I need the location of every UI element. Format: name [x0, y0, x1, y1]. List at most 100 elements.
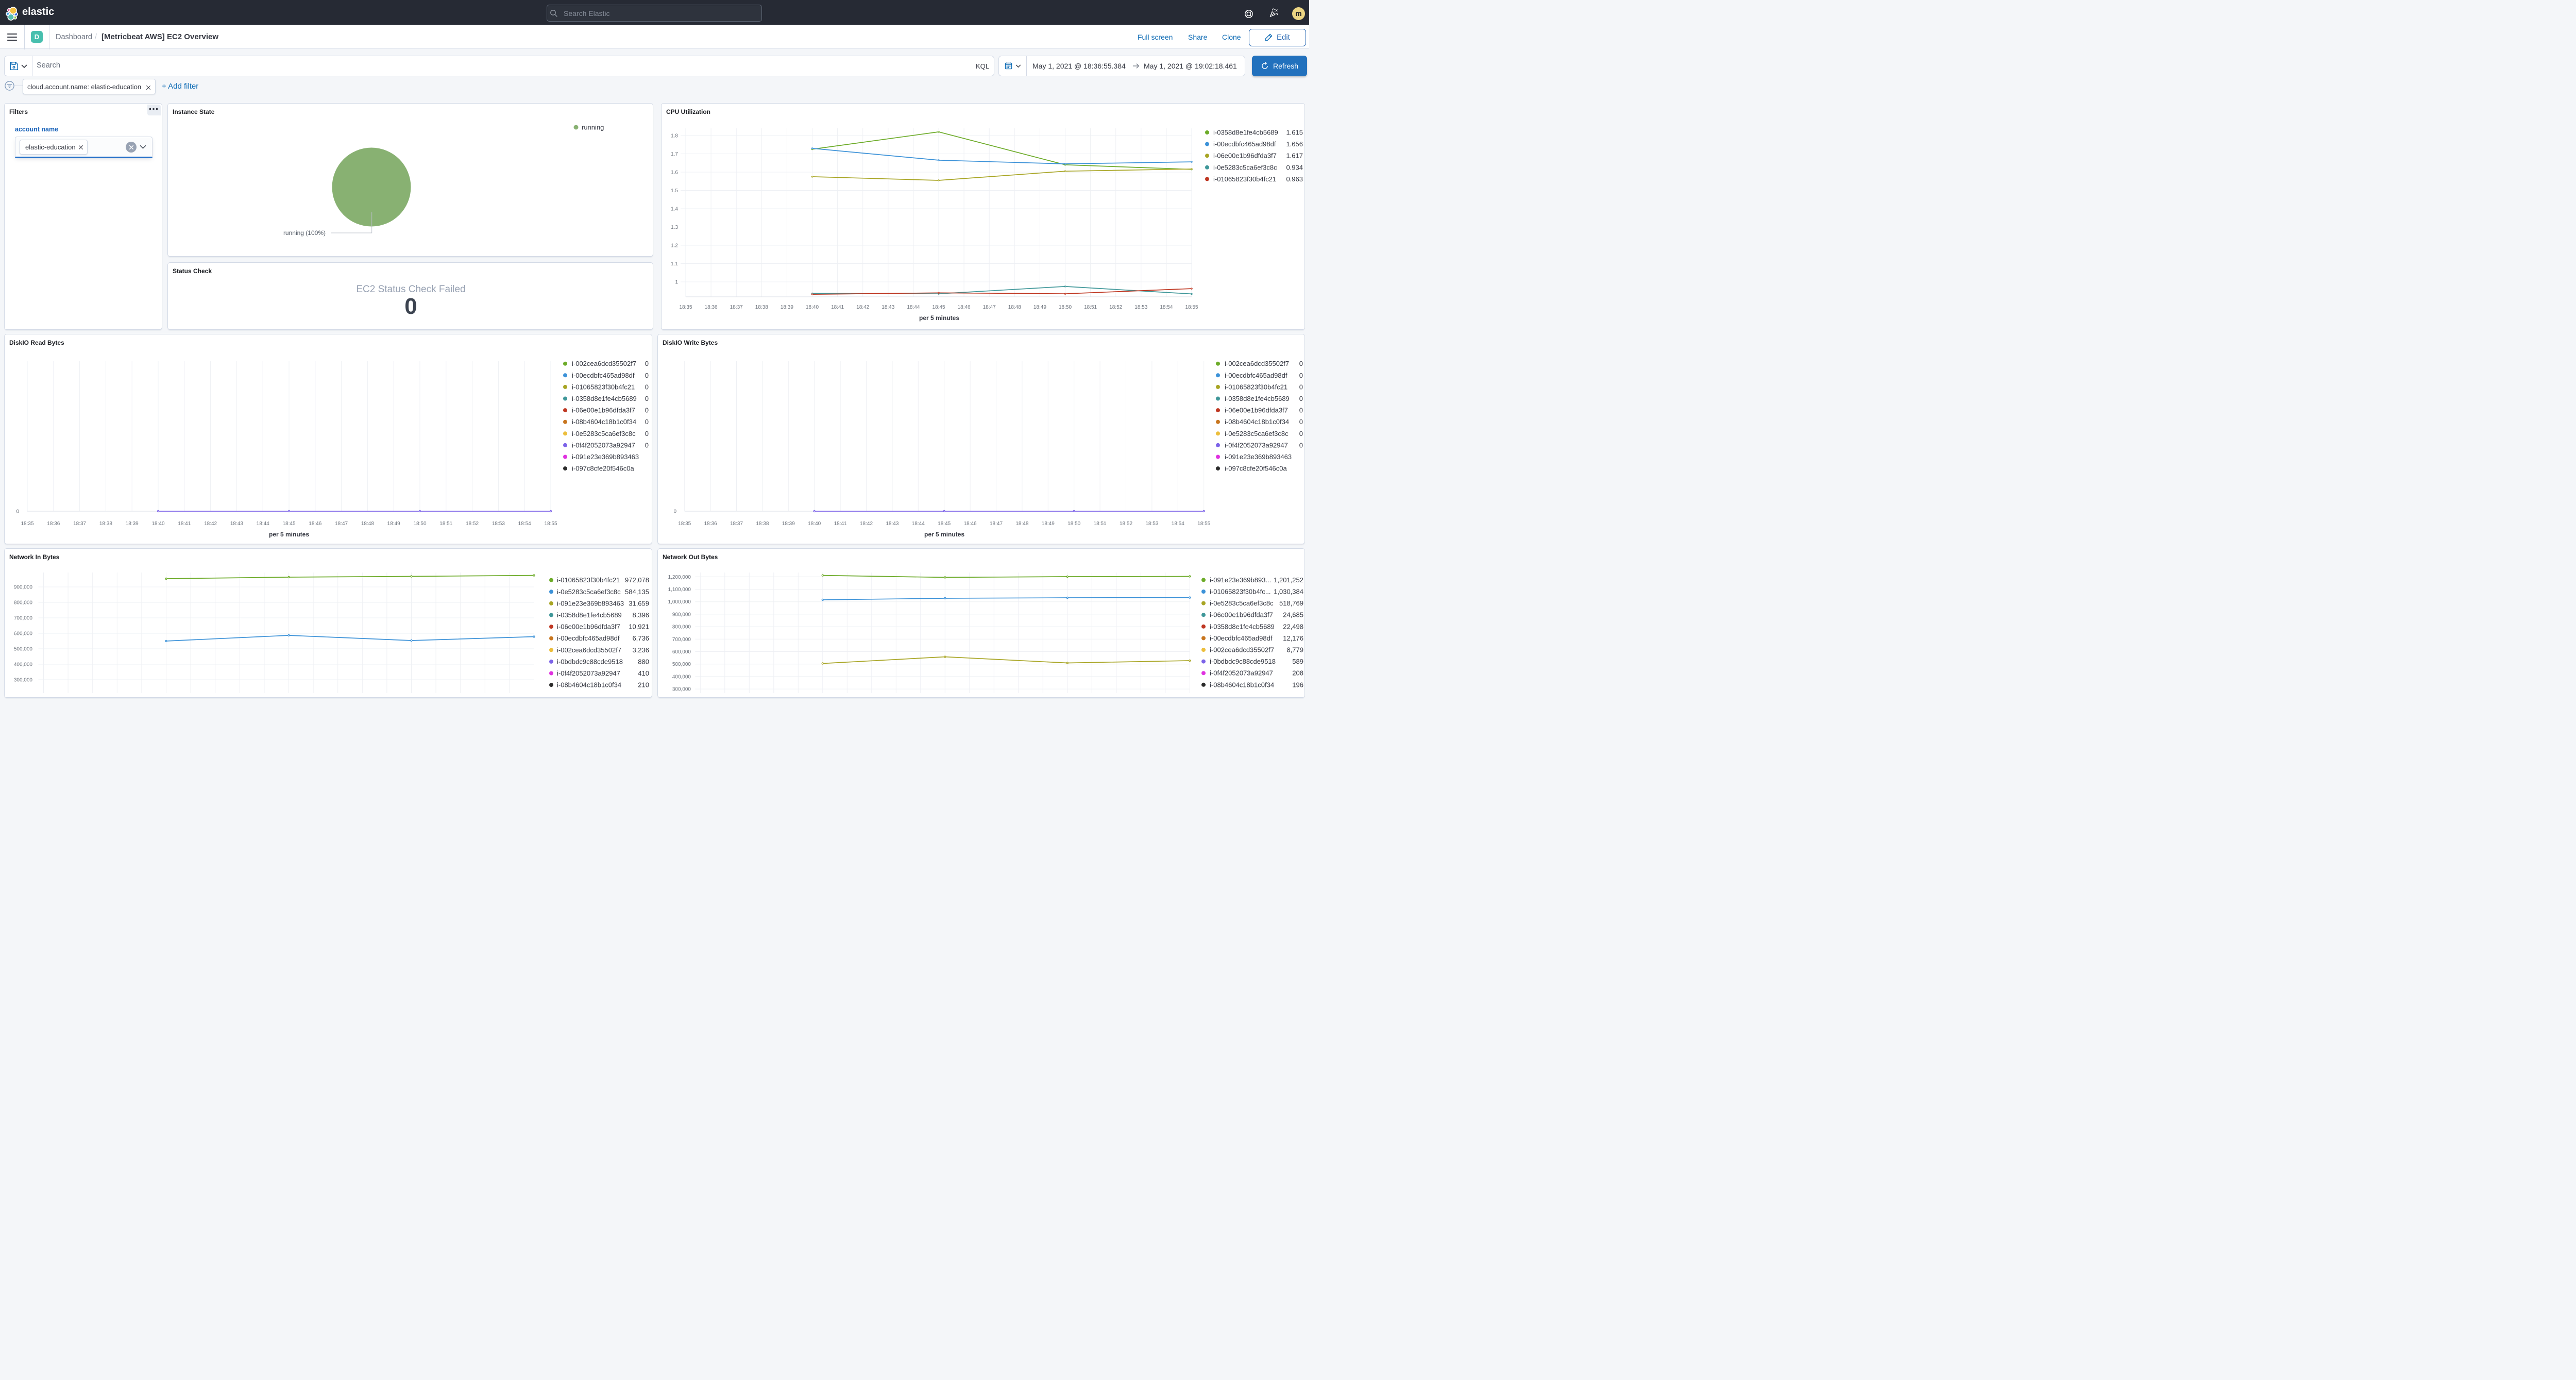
svg-text:i-002cea6dcd35502f7: i-002cea6dcd35502f7: [572, 360, 636, 367]
svg-text:18:49: 18:49: [1042, 521, 1055, 527]
svg-text:1.3: 1.3: [671, 225, 678, 230]
svg-text:i-0358d8e1fe4cb5689: i-0358d8e1fe4cb5689: [1210, 622, 1275, 630]
svg-text:0: 0: [645, 441, 649, 449]
svg-text:18:48: 18:48: [1015, 521, 1028, 527]
svg-text:18:38: 18:38: [756, 521, 769, 527]
svg-text:i-097c8cfe20f546c0a: i-097c8cfe20f546c0a: [572, 465, 634, 473]
svg-text:500,000: 500,000: [14, 647, 33, 652]
svg-text:i-08b4604c18b1c0f34: i-08b4604c18b1c0f34: [557, 681, 621, 689]
svg-text:0: 0: [1299, 430, 1303, 437]
svg-text:589: 589: [1292, 658, 1303, 665]
svg-text:18:43: 18:43: [882, 305, 894, 310]
svg-text:18:36: 18:36: [704, 521, 717, 527]
svg-text:i-002cea6dcd35502f7: i-002cea6dcd35502f7: [1210, 646, 1274, 654]
svg-text:600,000: 600,000: [672, 649, 691, 655]
svg-text:i-0358d8e1fe4cb5689: i-0358d8e1fe4cb5689: [557, 611, 622, 619]
svg-text:31,659: 31,659: [629, 599, 649, 607]
svg-text:18:39: 18:39: [782, 521, 795, 527]
svg-text:0: 0: [645, 407, 649, 414]
svg-text:0: 0: [1299, 441, 1303, 449]
svg-text:18:48: 18:48: [1008, 305, 1021, 310]
svg-text:0: 0: [1299, 383, 1303, 391]
svg-text:18:42: 18:42: [860, 521, 873, 527]
svg-text:3,236: 3,236: [632, 646, 649, 654]
svg-text:18:55: 18:55: [1185, 305, 1198, 310]
svg-text:18:38: 18:38: [99, 521, 112, 527]
svg-text:972,078: 972,078: [625, 576, 649, 584]
svg-text:i-091e23e369b893463: i-091e23e369b893463: [572, 453, 639, 461]
svg-text:i-06e00e1b96dfda3f7: i-06e00e1b96dfda3f7: [557, 623, 620, 631]
svg-text:1.4: 1.4: [671, 207, 678, 212]
svg-text:18:52: 18:52: [1109, 305, 1122, 310]
svg-text:i-0358d8e1fe4cb5689: i-0358d8e1fe4cb5689: [572, 395, 637, 402]
svg-text:18:41: 18:41: [831, 305, 844, 310]
svg-text:18:47: 18:47: [990, 521, 1003, 527]
svg-text:0: 0: [1299, 418, 1303, 426]
svg-text:18:54: 18:54: [1172, 521, 1184, 527]
svg-text:400,000: 400,000: [14, 662, 33, 668]
svg-text:0: 0: [673, 509, 676, 515]
svg-text:18:36: 18:36: [705, 305, 718, 310]
svg-text:18:44: 18:44: [257, 521, 269, 527]
svg-text:800,000: 800,000: [14, 600, 33, 606]
svg-text:0: 0: [645, 383, 649, 391]
svg-text:i-08b4604c18b1c0f34: i-08b4604c18b1c0f34: [572, 418, 636, 426]
svg-text:0.934: 0.934: [1286, 163, 1303, 171]
svg-text:196: 196: [1292, 681, 1303, 688]
svg-text:18:46: 18:46: [309, 521, 321, 527]
svg-text:0: 0: [1299, 360, 1303, 367]
svg-text:18:55: 18:55: [1197, 521, 1210, 527]
svg-text:i-06e00e1b96dfda3f7: i-06e00e1b96dfda3f7: [1210, 611, 1273, 619]
svg-text:18:41: 18:41: [178, 521, 191, 527]
svg-text:0: 0: [645, 360, 649, 367]
svg-text:0: 0: [645, 418, 649, 426]
svg-text:i-00ecdbfc465ad98df: i-00ecdbfc465ad98df: [557, 634, 620, 642]
svg-text:i-002cea6dcd35502f7: i-002cea6dcd35502f7: [557, 646, 621, 654]
svg-text:18:36: 18:36: [47, 521, 60, 527]
svg-text:300,000: 300,000: [672, 687, 691, 693]
svg-text:i-097c8cfe20f546c0a: i-097c8cfe20f546c0a: [1225, 465, 1287, 473]
svg-text:i-00ecdbfc465ad98df: i-00ecdbfc465ad98df: [1225, 372, 1287, 379]
svg-text:18:49: 18:49: [387, 521, 400, 527]
svg-text:18:37: 18:37: [73, 521, 86, 527]
svg-text:i-08b4604c18b1c0f34: i-08b4604c18b1c0f34: [1225, 418, 1289, 426]
svg-text:running: running: [582, 124, 604, 131]
svg-text:18:53: 18:53: [1145, 521, 1158, 527]
svg-text:running (100%): running (100%): [283, 229, 326, 237]
svg-text:600,000: 600,000: [14, 631, 33, 637]
svg-text:i-00ecdbfc465ad98df: i-00ecdbfc465ad98df: [572, 372, 635, 379]
svg-text:1.617: 1.617: [1286, 152, 1303, 160]
svg-text:24,685: 24,685: [1283, 611, 1303, 619]
svg-text:18:51: 18:51: [1084, 305, 1097, 310]
svg-text:18:47: 18:47: [335, 521, 348, 527]
svg-text:i-0e5283c5ca6ef3c8c: i-0e5283c5ca6ef3c8c: [1210, 599, 1274, 607]
svg-text:0.963: 0.963: [1286, 175, 1303, 183]
svg-text:700,000: 700,000: [14, 616, 33, 621]
svg-text:i-01065823f30b4fc21: i-01065823f30b4fc21: [1213, 175, 1276, 183]
svg-text:i-06e00e1b96dfda3f7: i-06e00e1b96dfda3f7: [572, 407, 635, 414]
svg-text:1,030,384: 1,030,384: [1274, 588, 1303, 596]
svg-text:18:40: 18:40: [151, 521, 164, 527]
svg-text:584,135: 584,135: [625, 588, 649, 596]
svg-text:i-0bdbdc9c88cde9518: i-0bdbdc9c88cde9518: [557, 658, 623, 665]
svg-text:i-0f4f2052073a92947: i-0f4f2052073a92947: [1210, 669, 1273, 677]
svg-text:i-091e23e369b893463: i-091e23e369b893463: [557, 599, 624, 607]
svg-text:i-091e23e369b893463: i-091e23e369b893463: [1225, 453, 1292, 461]
svg-text:18:53: 18:53: [1134, 305, 1147, 310]
svg-text:18:42: 18:42: [204, 521, 217, 527]
svg-text:1,100,000: 1,100,000: [668, 587, 691, 593]
svg-text:i-0e5283c5ca6ef3c8c: i-0e5283c5ca6ef3c8c: [1213, 163, 1277, 171]
svg-text:1.7: 1.7: [671, 152, 678, 157]
svg-text:18:43: 18:43: [230, 521, 243, 527]
svg-text:1.656: 1.656: [1286, 140, 1303, 148]
svg-text:i-0e5283c5ca6ef3c8c: i-0e5283c5ca6ef3c8c: [557, 588, 621, 596]
svg-text:0: 0: [645, 395, 649, 402]
svg-text:18:43: 18:43: [886, 521, 899, 527]
svg-text:18:51: 18:51: [439, 521, 452, 527]
svg-text:i-01065823f30b4fc21: i-01065823f30b4fc21: [1225, 383, 1287, 391]
svg-text:10,921: 10,921: [629, 623, 649, 631]
svg-text:18:39: 18:39: [126, 521, 139, 527]
svg-text:0: 0: [1299, 372, 1303, 379]
svg-text:700,000: 700,000: [672, 637, 691, 643]
svg-text:i-00ecdbfc465ad98df: i-00ecdbfc465ad98df: [1213, 140, 1276, 148]
